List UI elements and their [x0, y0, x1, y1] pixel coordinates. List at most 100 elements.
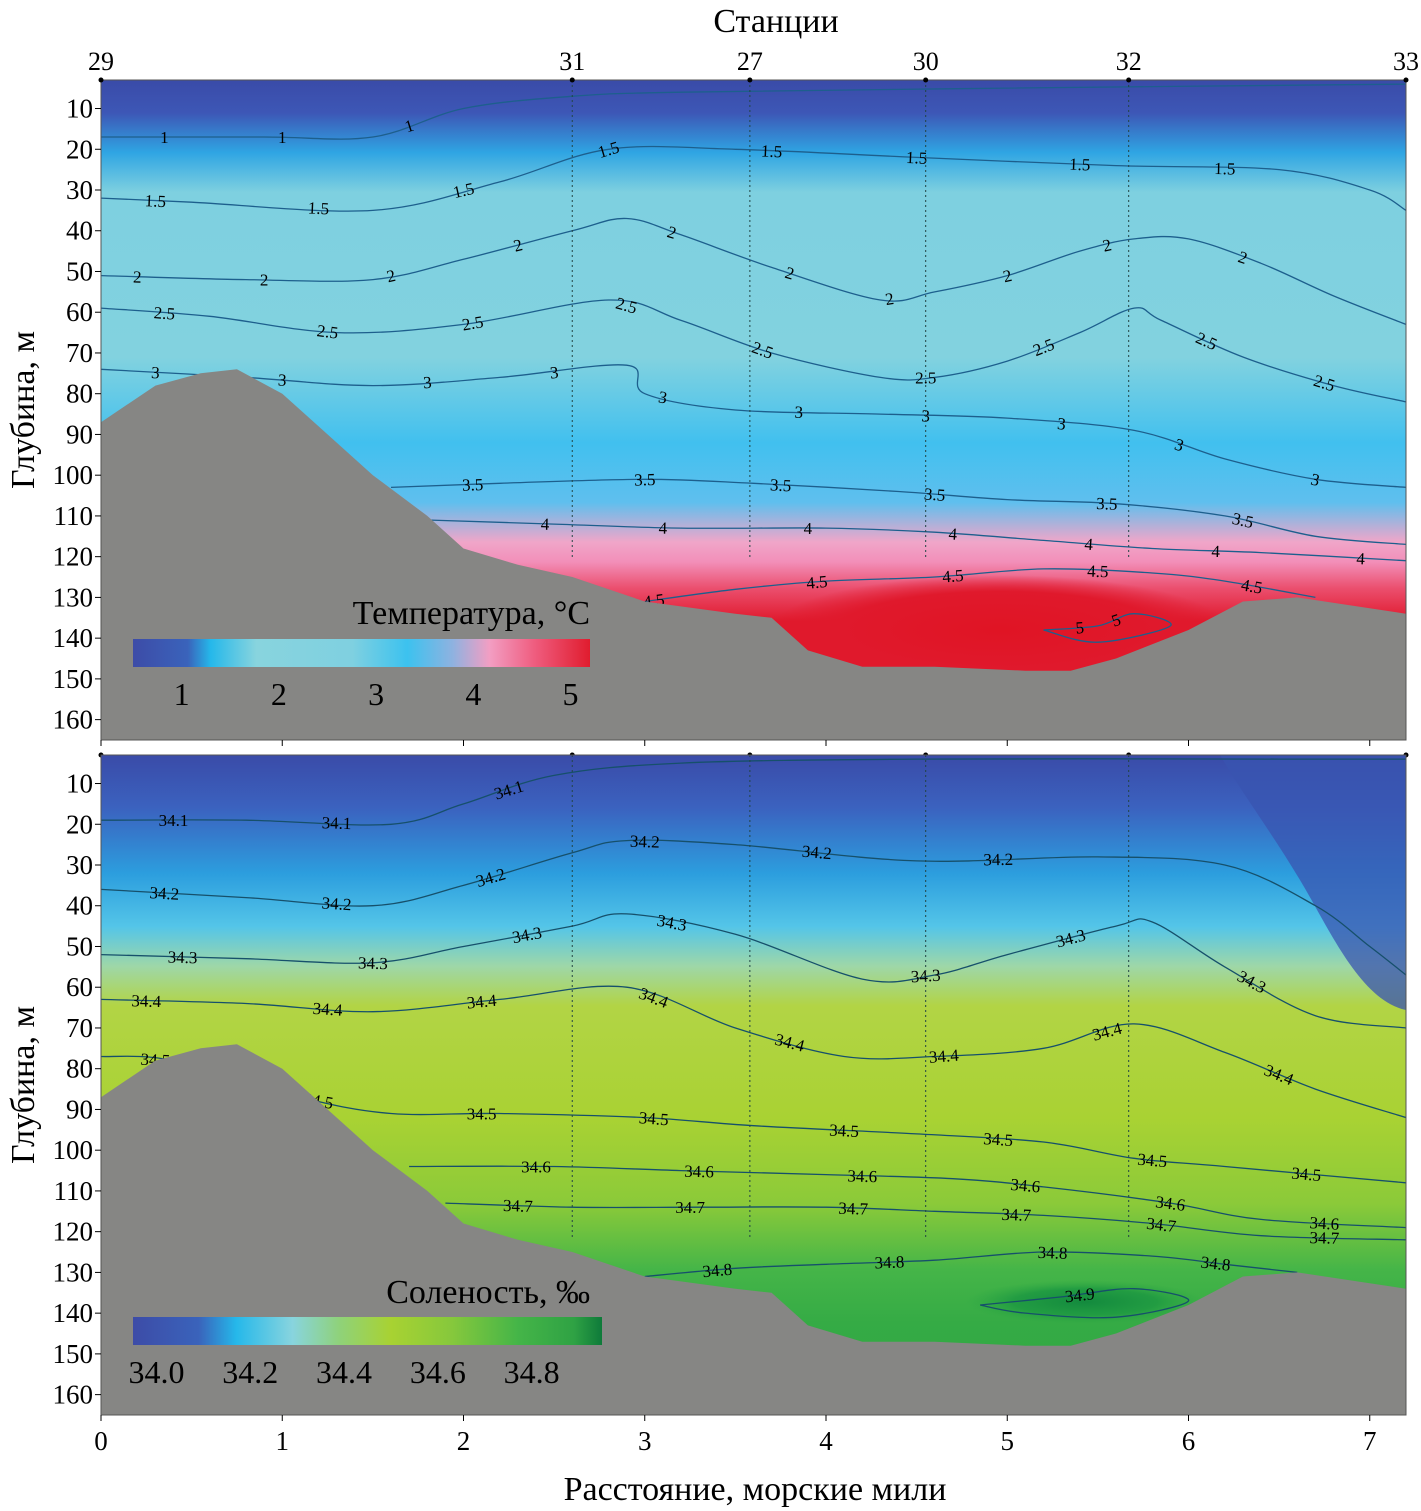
isoline-label-group: 3 — [1056, 414, 1066, 434]
isoline-label: 1 — [160, 128, 169, 147]
y-tick-label: 90 — [66, 1094, 93, 1124]
isoline-label-group: 34.4 — [928, 1046, 960, 1067]
isoline-label-group: 2.5 — [316, 321, 339, 343]
x-tick-label: 4 — [819, 1426, 833, 1456]
temperature-colorbar: Температура, °C 1 2 3 4 5 — [133, 595, 590, 712]
y-tick-label: 30 — [66, 850, 93, 880]
y-tick-label: 60 — [66, 972, 93, 1002]
isoline-label-group: 4 — [804, 519, 813, 538]
isoline-label: 3 — [1309, 470, 1321, 490]
isoline-label: 34.8 — [1200, 1253, 1232, 1275]
salinity-colorbar: Соленость, ‰ 34.0 34.2 34.4 34.6 34.8 — [128, 1274, 602, 1390]
x-axis-title: Расстояние, морские мили — [564, 1471, 947, 1508]
isoline-label: 34.7 — [1001, 1205, 1032, 1225]
isoline-label: 2.5 — [316, 321, 339, 343]
isoline-label: 3 — [657, 387, 669, 407]
isoline-label: 4.5 — [942, 566, 965, 587]
colorbar-tick-label: 1 — [174, 676, 190, 712]
isoline-label-group: 1 — [402, 116, 416, 137]
y-tick-label: 30 — [66, 175, 93, 205]
isoline-label-group: 3 — [1172, 435, 1186, 456]
isoline-label: 34.3 — [167, 947, 197, 967]
isoline-label-group: 34.4 — [131, 991, 162, 1011]
isoline-label-group: 34.6 — [1309, 1213, 1340, 1234]
isoline-label: 3.5 — [634, 470, 656, 490]
isoline-34.1 — [101, 758, 1406, 826]
temperature-colorbar-ticks: 1 2 3 4 5 — [174, 676, 579, 712]
isoline-label: 1 — [278, 128, 287, 147]
isoline-4 — [427, 519, 1406, 562]
isoline-label: 34.6 — [1309, 1213, 1340, 1234]
isoline-label-group: 3 — [549, 363, 559, 383]
x-tick-label: 5 — [1001, 1426, 1015, 1456]
isoline-label: 34.4 — [928, 1046, 960, 1067]
colorbar-tick-label: 34.8 — [504, 1354, 560, 1390]
y-tick-label: 110 — [54, 501, 94, 531]
isoline-label: 2 — [260, 271, 269, 290]
isoline-label-group: 34.2 — [630, 832, 660, 852]
isoline-label: 34.2 — [630, 832, 660, 852]
y-tick-label: 70 — [66, 338, 93, 368]
isoline-label-group: 34.4 — [312, 999, 343, 1020]
isoline-label: 34.1 — [321, 813, 351, 833]
isoline-label-group: 2 — [1001, 266, 1013, 286]
isoline-label: 1.5 — [307, 198, 329, 218]
isoline-label: 34.6 — [1154, 1192, 1186, 1215]
isoline-label-group: 3 — [794, 403, 803, 422]
isoline-label: 34.4 — [466, 991, 498, 1013]
isoline-label-group: 3.5 — [770, 475, 792, 495]
isoline-label: 4 — [1356, 549, 1366, 568]
isoline-label-group: 34.8 — [1200, 1253, 1232, 1275]
isoline-34.7 — [445, 1202, 1406, 1241]
isoline-label: 2 — [884, 289, 895, 309]
isoline-label: 34.6 — [1010, 1175, 1041, 1197]
isoline-label: 34.8 — [874, 1252, 904, 1272]
isoline-label: 34.7 — [503, 1196, 534, 1216]
colorbar-tick-label: 4 — [465, 676, 481, 712]
isoline-label: 1.5 — [144, 191, 166, 211]
y-tick-label: 150 — [53, 1339, 94, 1369]
isoline-label: 3 — [1056, 414, 1066, 434]
isoline-34.6 — [409, 1165, 1406, 1229]
y-tick-label: 40 — [66, 216, 93, 246]
isoline-label-group: 3.5 — [923, 484, 946, 505]
isoline-3.5 — [390, 478, 1406, 546]
y-tick-label: 120 — [53, 542, 94, 572]
y-axis-title-top: Глубина, м — [5, 331, 42, 489]
isoline-label-group: 34.6 — [684, 1162, 714, 1182]
isoline-label-group: 3.5 — [1230, 509, 1255, 532]
isoline-label-group: 4.5 — [806, 572, 829, 593]
x-tick-label: 1 — [276, 1426, 290, 1456]
colorbar-tick-label: 34.0 — [128, 1354, 184, 1390]
isoline-label-group: 3.5 — [462, 475, 484, 495]
isoline-label: 2.5 — [461, 312, 485, 334]
isoline-label: 3.5 — [923, 484, 946, 505]
isoline-label: 34.4 — [312, 999, 343, 1020]
station-dot-top — [98, 77, 104, 83]
y-tick-label: 100 — [53, 1135, 94, 1165]
isoline-label-group: 1 — [160, 128, 169, 147]
isoline-label-group: 2 — [260, 271, 269, 290]
isoline-label-group: 2 — [512, 235, 525, 256]
isoline-label-group: 34.5 — [467, 1105, 497, 1124]
y-tick-label: 160 — [53, 1380, 94, 1410]
isoline-label-group: 1.5 — [451, 179, 476, 202]
isoline-label-group: 34.2 — [321, 893, 352, 914]
isoline-label: 34.5 — [983, 1129, 1014, 1150]
y-tick-label: 140 — [53, 1298, 94, 1328]
y-tick-label: 50 — [66, 256, 93, 286]
isoline-label: 34.7 — [838, 1199, 869, 1219]
isoline-label-group: 4.5 — [1240, 575, 1264, 597]
x-tick-label: 2 — [457, 1426, 471, 1456]
isoline-label: 5 — [1075, 618, 1085, 638]
isoline-label: 34.6 — [521, 1158, 551, 1177]
isoline-label: 34.2 — [983, 850, 1013, 870]
isoline-label-group: 34.5 — [638, 1108, 669, 1129]
isoline-label-group: 34.9 — [1064, 1284, 1096, 1306]
isoline-label: 34.2 — [801, 842, 832, 864]
isoline-label-group: 34.8 — [1037, 1243, 1067, 1263]
isoline-34.4 — [101, 985, 1406, 1119]
temperature-colorbar-title: Температура, °C — [353, 595, 590, 632]
isoline-2.5 — [101, 299, 1406, 403]
station-dot-top — [1126, 77, 1132, 83]
